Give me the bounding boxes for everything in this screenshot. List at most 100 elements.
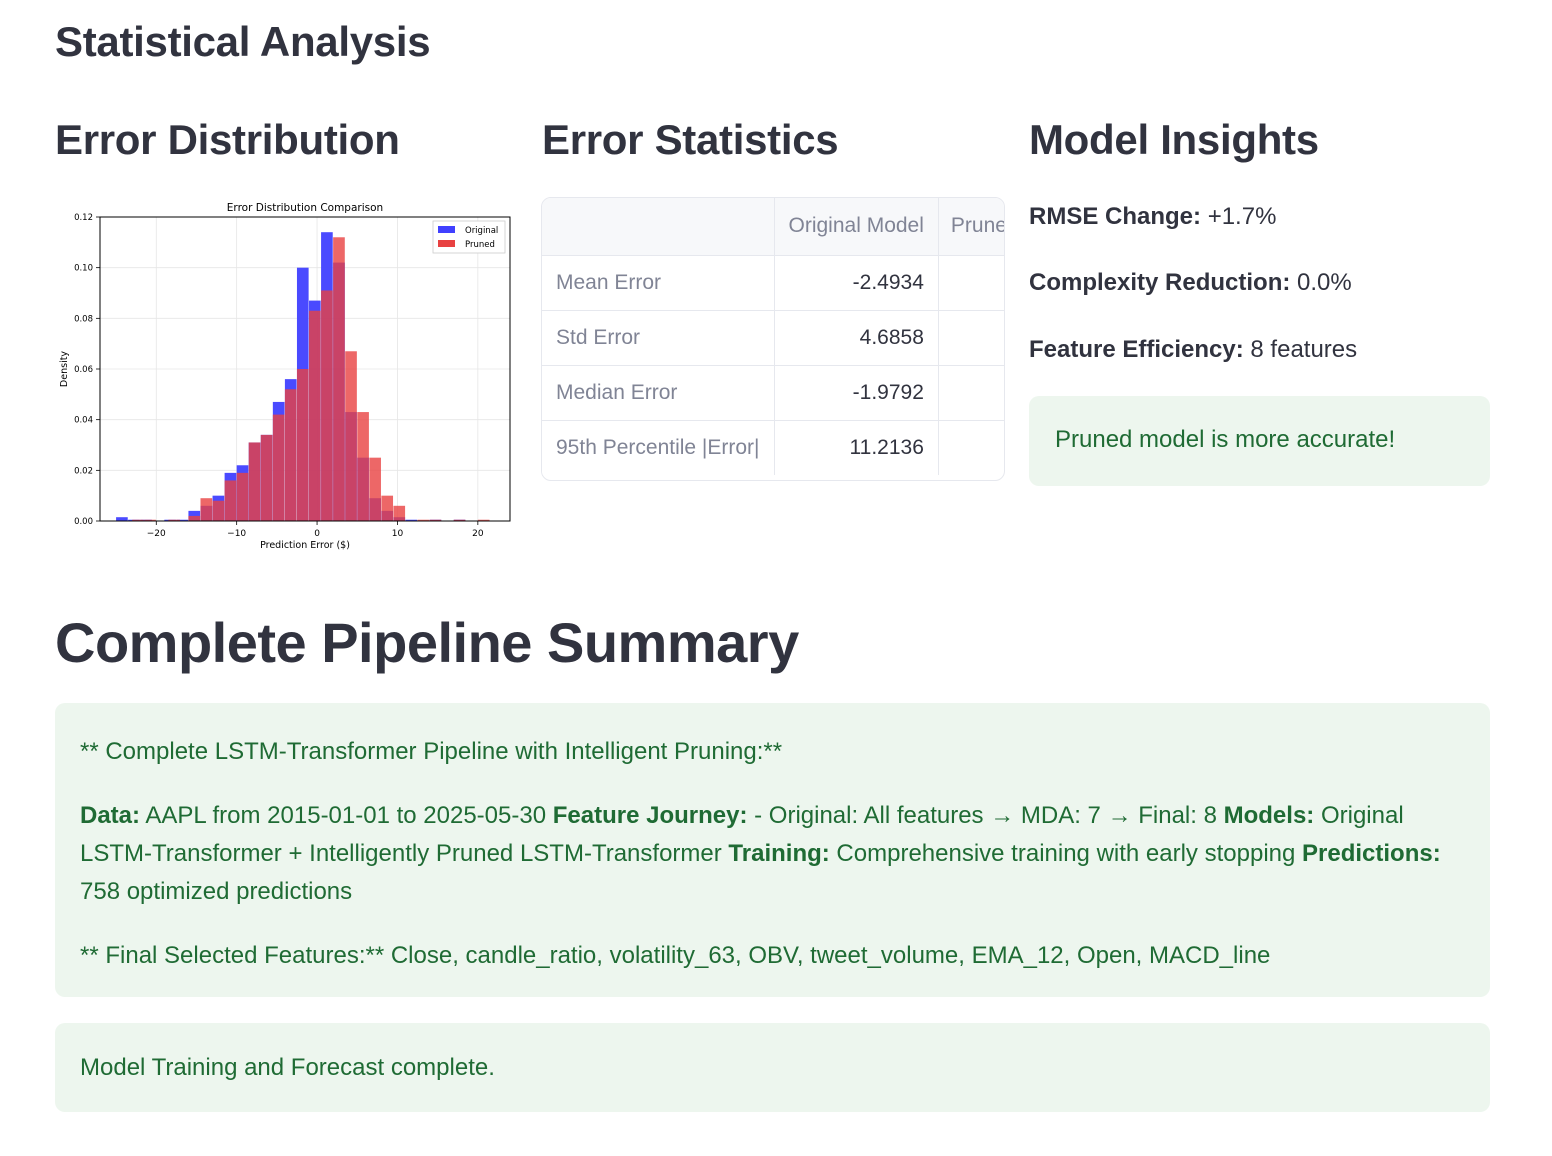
summary-details: Data: AAPL from 2015-01-01 to 2025-05-30… (80, 797, 1465, 911)
table-row: Std Error 4.6858 (542, 310, 1004, 366)
chart-title: Error Distribution Comparison (227, 202, 383, 214)
table-row: 95th Percentile |Error| 11.2136 (542, 420, 1004, 475)
error-statistics-title: Error Statistics (542, 116, 839, 163)
bar-pruned (429, 519, 442, 521)
journey-text: - Original: All features → MDA: 7 → Fina… (747, 802, 1224, 829)
y-tick-label: 0.06 (74, 365, 93, 375)
bar-pruned (381, 495, 394, 521)
bar-pruned (417, 519, 430, 521)
bar-pruned (345, 351, 357, 521)
bar-pruned (188, 515, 201, 521)
bar-pruned (224, 480, 237, 521)
bar-pruned (357, 412, 369, 521)
chart-x-label: Prediction Error ($) (260, 540, 350, 551)
bar-original (176, 519, 189, 521)
accuracy-alert: Pruned model is more accurate! (1029, 396, 1490, 486)
x-tick-label: −20 (147, 529, 166, 539)
bar-pruned (248, 442, 261, 521)
y-tick-label: 0.04 (74, 416, 93, 426)
bar-pruned (309, 310, 321, 521)
legend-swatch-pruned (438, 240, 455, 247)
bar-pruned (260, 434, 273, 521)
row-label: Median Error (542, 365, 775, 421)
training-label: Training: (728, 840, 830, 867)
status-box: Model Training and Forecast complete. (55, 1023, 1490, 1112)
y-tick-label: 0.12 (74, 213, 93, 223)
y-tick-label: 0.02 (74, 466, 93, 476)
original-value: 11.2136 (774, 420, 939, 475)
bar-pruned (236, 472, 249, 521)
error-distribution-chart: −20 −10 0 10 200.000.020.040.060.080.100.12 … (59, 202, 511, 551)
x-tick-label: −10 (227, 529, 246, 539)
table-row: Median Error -1.9792 (542, 365, 1004, 421)
chart-legend: Original Pruned (432, 220, 506, 254)
bar-original (405, 519, 418, 521)
data-label: Data: (80, 802, 141, 829)
legend-label-pruned: Pruned (465, 240, 495, 250)
bar-pruned (272, 414, 285, 521)
data-text: AAPL from 2015-01-01 to 2025-05-30 (140, 802, 553, 829)
feature-efficiency-label: Feature Efficiency: (1029, 336, 1244, 363)
legend-label-original: Original (465, 226, 498, 236)
table-header-row: Original Model Prune (542, 198, 1004, 256)
bar-pruned (393, 505, 406, 521)
legend-swatch-original (438, 226, 455, 233)
x-tick-label: 10 (392, 529, 404, 539)
original-value: 4.6858 (774, 310, 939, 366)
bar-pruned (369, 457, 381, 521)
bar-pruned (453, 519, 466, 521)
pruned-value (938, 420, 1004, 475)
section-title: Statistical Analysis (55, 18, 431, 65)
summary-heading: ** Complete LSTM-Transformer Pipeline wi… (80, 738, 783, 765)
table-header-pruned[interactable]: Prune (938, 198, 1004, 256)
accuracy-alert-text: Pruned model is more accurate! (1055, 426, 1396, 453)
row-label: 95th Percentile |Error| (542, 420, 775, 475)
feature-efficiency-value: 8 features (1250, 336, 1358, 363)
predictions-text: 758 optimized predictions (80, 878, 353, 905)
bar-pruned (200, 498, 213, 521)
feature-efficiency: Feature Efficiency: 8 features (1029, 336, 1357, 364)
pipeline-summary-box: ** Complete LSTM-Transformer Pipeline wi… (55, 703, 1490, 997)
complexity-reduction-value: 0.0% (1297, 269, 1352, 296)
complexity-reduction-label: Complexity Reduction: (1029, 269, 1291, 296)
table-header-original[interactable]: Original Model (774, 198, 939, 256)
bar-pruned (168, 519, 180, 521)
pruned-value (938, 310, 1004, 366)
y-tick-label: 0.10 (74, 264, 93, 274)
bar-pruned (321, 290, 333, 521)
x-tick-label: 0 (314, 529, 320, 539)
journey-label: Feature Journey: (552, 802, 748, 829)
row-label: Mean Error (542, 255, 775, 311)
row-label: Std Error (542, 310, 775, 366)
original-value: -1.9792 (774, 365, 939, 421)
predictions-label: Predictions: (1302, 840, 1441, 867)
x-tick-label: 20 (472, 529, 484, 539)
rmse-change-value: +1.7% (1207, 203, 1277, 230)
bar-original (116, 517, 128, 521)
chart-y-label: Density (59, 351, 70, 387)
rmse-change: RMSE Change: +1.7% (1029, 203, 1276, 231)
bar-pruned (132, 519, 144, 521)
table-row: Mean Error -2.4934 (542, 255, 1004, 311)
bar-pruned (296, 369, 309, 521)
table-header-index (542, 198, 775, 256)
model-insights-title: Model Insights (1029, 116, 1319, 163)
error-distribution-title: Error Distribution (55, 116, 400, 163)
models-text: Original LSTM-Transformer + Intelligentl… (80, 802, 1404, 867)
error-statistics-table[interactable]: Original Model Prune Mean Error -2.4934 … (541, 197, 1005, 481)
bar-pruned (333, 237, 345, 521)
pruned-value (938, 255, 1004, 311)
complexity-reduction: Complexity Reduction: 0.0% (1029, 269, 1352, 297)
y-tick-label: 0.08 (74, 314, 93, 324)
training-text: Comprehensive training with early stoppi… (829, 840, 1303, 867)
bar-pruned (212, 500, 225, 521)
original-value: -2.4934 (774, 255, 939, 311)
bar-pruned (144, 519, 156, 521)
y-tick-label: 0.00 (74, 517, 93, 527)
rmse-change-label: RMSE Change: (1029, 203, 1202, 230)
models-label: Models: (1223, 802, 1315, 829)
bar-pruned (284, 389, 297, 521)
pipeline-summary-title: Complete Pipeline Summary (55, 611, 799, 674)
summary-features: ** Final Selected Features:** Close, can… (80, 942, 1271, 969)
bar-pruned (477, 519, 490, 521)
